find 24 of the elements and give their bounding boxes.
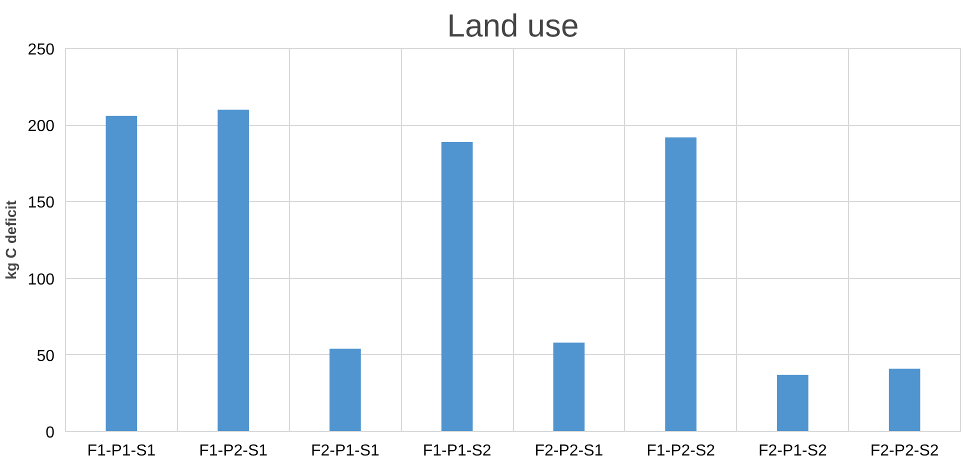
y-tick-label: 50 (36, 348, 55, 365)
x-tick-label: F2-P1-S1 (310, 442, 380, 460)
y-axis-title: kg C deficit (4, 200, 20, 280)
bar (441, 142, 473, 432)
y-tick-label: 100 (28, 271, 55, 288)
x-tick-label: F1-P1-S1 (87, 442, 156, 460)
x-tick-label: F2-P2-S1 (534, 442, 604, 460)
x-tick-label: F1-P2-S1 (199, 442, 268, 460)
bar (218, 110, 249, 432)
x-tick-label: F1-P2-S2 (646, 442, 716, 460)
y-tick-label: 150 (28, 194, 55, 212)
bar (553, 342, 585, 432)
bar (330, 348, 361, 432)
bar (777, 374, 808, 432)
x-tick-label: F2-P2-S2 (870, 442, 939, 460)
bar (888, 368, 920, 432)
y-tick-label: 0 (46, 424, 55, 442)
bar (106, 116, 138, 432)
chart-title: Land use (447, 8, 579, 44)
y-tick-label: 200 (28, 118, 55, 136)
bar (665, 137, 696, 432)
x-tick-label: F2-P1-S2 (758, 442, 828, 460)
y-tick-label: 250 (28, 42, 55, 58)
x-tick-label: F1-P1-S2 (422, 442, 492, 460)
